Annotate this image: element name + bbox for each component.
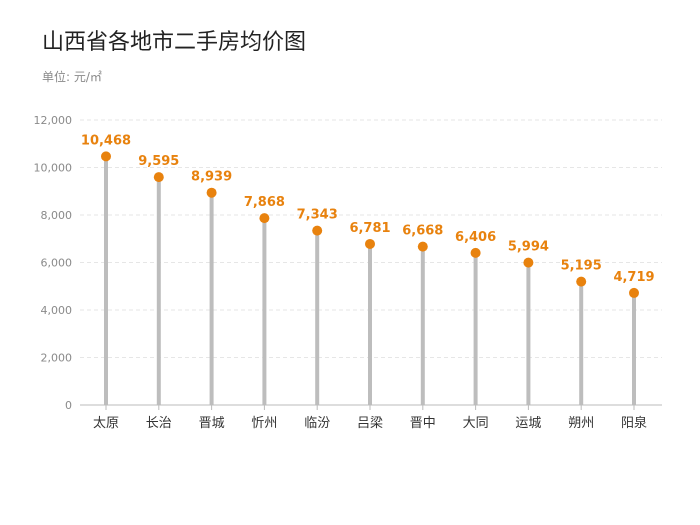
- value-label: 6,406: [455, 230, 496, 245]
- dot-大同: [470, 247, 481, 258]
- x-tick-label: 忻州: [251, 416, 277, 431]
- dot-临汾: [312, 225, 323, 236]
- x-tick-label: 长治: [146, 416, 172, 431]
- dot-阳泉: [629, 287, 639, 298]
- y-tick-label: 8,000: [41, 209, 73, 222]
- dot-太原: [101, 151, 111, 162]
- value-label: 10,468: [81, 133, 131, 148]
- stems-layer: [104, 156, 636, 405]
- value-label: 6,781: [349, 221, 390, 236]
- x-tick-label: 运城: [515, 416, 541, 431]
- x-tick-label: 晋城: [199, 416, 225, 431]
- y-tick-label: 12,000: [34, 114, 73, 127]
- y-axis-ticks: 0 2,000 4,000 6,000 8,000 10,000 12,000: [34, 114, 73, 412]
- y-tick-label: 2,000: [41, 352, 73, 365]
- x-tick-label: 太原: [93, 416, 119, 431]
- value-labels-layer: 10,468 9,595 8,939 7,868 7,343 6,781 6,668 6,40…: [81, 133, 655, 285]
- dot-朔州: [576, 276, 587, 287]
- dot-晋中: [417, 241, 428, 252]
- x-tick-label: 晋中: [410, 416, 436, 431]
- x-tick-label: 临汾: [304, 416, 330, 431]
- value-label: 7,868: [244, 195, 285, 210]
- dot-运城: [523, 257, 534, 268]
- x-tick-label: 阳泉: [621, 415, 647, 431]
- x-tick-label: 吕梁: [357, 416, 383, 431]
- y-tick-label: 4,000: [41, 304, 73, 317]
- dot-吕梁: [365, 238, 375, 249]
- dot-忻州: [259, 213, 270, 224]
- dot-长治: [153, 172, 164, 183]
- x-axis: [80, 404, 662, 410]
- dots-layer: [101, 151, 639, 298]
- value-label: 5,994: [508, 240, 549, 255]
- x-tick-label: 大同: [463, 416, 489, 431]
- chart-title: 山西省各地市二手房均价图: [42, 30, 307, 55]
- value-label: 4,719: [613, 270, 654, 285]
- y-tick-label: 10,000: [34, 162, 73, 175]
- x-tick-label: 朔州: [568, 416, 594, 431]
- value-label: 9,595: [138, 154, 179, 169]
- value-label: 8,939: [191, 170, 232, 185]
- dot-晋城: [206, 187, 217, 198]
- y-tick-label: 6,000: [41, 257, 73, 270]
- value-label: 7,343: [297, 208, 338, 223]
- y-tick-label: 0: [65, 399, 72, 412]
- unit-label: 单位: 元/㎡: [42, 70, 102, 84]
- x-axis-ticks: 太原 长治 晋城 忻州 临汾 吕梁 晋中 大同 运城 朔州 阳泉: [93, 415, 647, 431]
- value-label: 5,195: [561, 259, 602, 274]
- value-label: 6,668: [402, 224, 443, 239]
